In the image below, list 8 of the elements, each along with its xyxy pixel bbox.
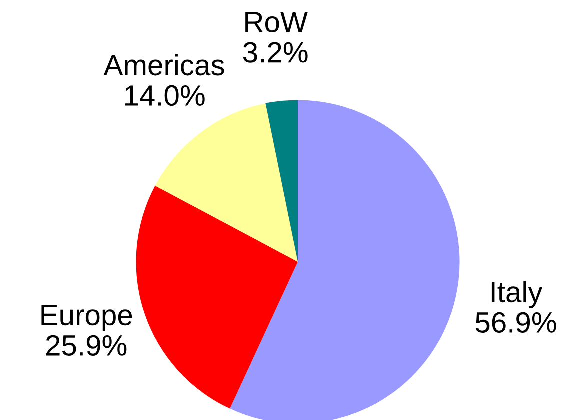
slice-label: Italy [492, 281, 543, 308]
data-label: 56.9% [476, 312, 556, 334]
slice-label: RoW [246, 12, 308, 33]
data-label: 25.9% [46, 335, 127, 356]
slice-label: Americas [104, 54, 224, 76]
data-label: 14.0% [125, 85, 205, 106]
slice-label: Europe [42, 305, 132, 332]
data-label: 3.2% [243, 42, 308, 63]
